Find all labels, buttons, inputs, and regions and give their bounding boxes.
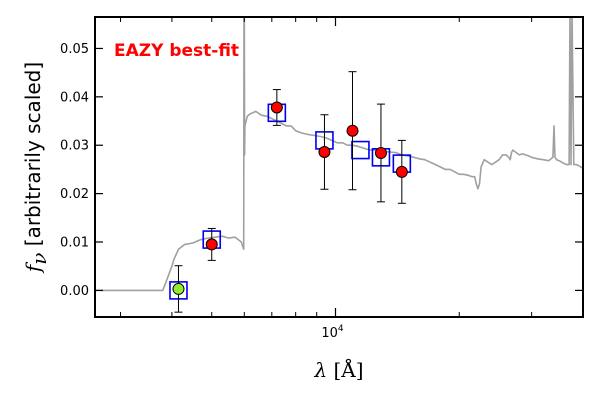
observed-flux-point: [395, 165, 408, 178]
observed-flux-point: [346, 124, 359, 137]
observed-flux-point: [172, 282, 185, 295]
annotation-label: EAZY best-fit: [114, 41, 239, 61]
y-tick-label: 0.05: [60, 42, 89, 57]
axis-ticks: [95, 17, 583, 317]
x-tick-base: 10: [321, 326, 338, 341]
y-tick-label: 0.00: [60, 284, 89, 299]
y-tick-label: 0.03: [60, 139, 89, 154]
plot-content: [95, 17, 583, 313]
y-axis-title: fν [arbitrarily scaled]: [21, 62, 51, 274]
y-axis-subscript: ν: [27, 253, 51, 265]
observed-flux-point: [270, 101, 283, 114]
x-tick-label: 104: [321, 324, 344, 341]
x-axis-units: [Å]: [333, 357, 363, 382]
y-tick-label: 0.01: [60, 236, 89, 251]
observed-flux-point: [374, 146, 387, 159]
y-tick-label: 0.04: [60, 90, 89, 105]
y-tick-label: 0.02: [60, 187, 89, 202]
observed-flux-point: [205, 238, 218, 251]
plot-frame: [94, 16, 584, 318]
x-axis-title: λ [Å]: [313, 357, 363, 382]
template-spectrum-line: [95, 17, 583, 292]
observed-flux-point: [318, 146, 331, 158]
x-axis-symbol: λ: [313, 358, 327, 382]
svg-text:fν [arbitrarily scaled]: fν [arbitrarily scaled]: [21, 62, 51, 274]
model-flux-box: [351, 140, 370, 160]
y-axis-label-text: [arbitrarily scaled]: [21, 62, 45, 253]
x-tick-exponent: 4: [338, 324, 344, 334]
